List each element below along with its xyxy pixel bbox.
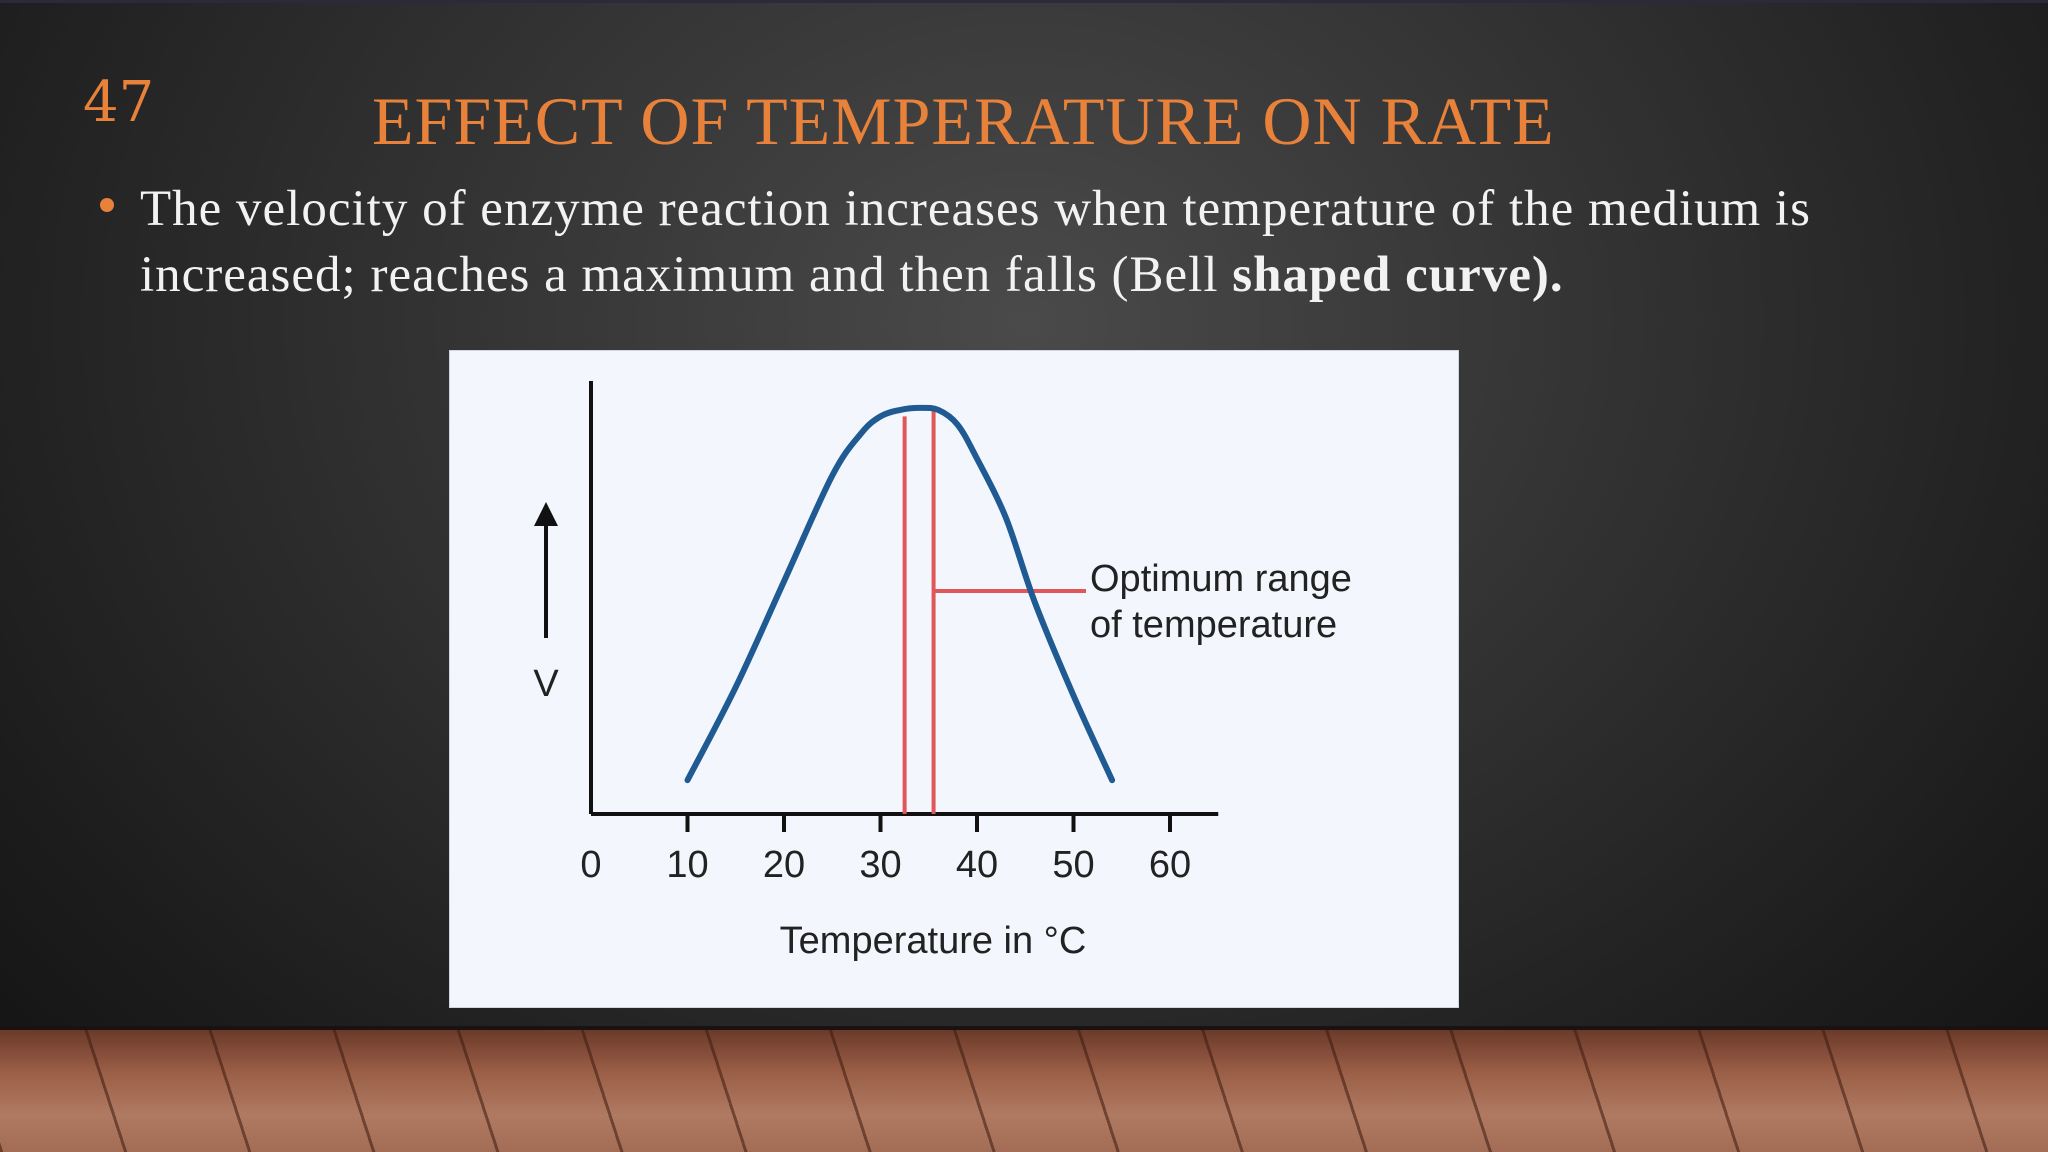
up-arrow-icon [534,502,558,526]
x-tick-label: 60 [1149,844,1191,886]
bullet-dot-icon [100,198,114,212]
bullet-text-bold: shaped curve). [1232,247,1564,303]
slide-title: EFFECT OF TEMPERATURE ON RATE [372,83,1555,159]
x-tick-labels: 0 10 20 30 40 50 60 [580,844,1191,886]
x-tick-label: 20 [763,844,805,886]
y-axis-label: V [533,663,559,705]
bullet-text-normal: The velocity of enzyme reaction increase… [140,181,1811,303]
x-ticks [685,814,1172,832]
bullet-text: The velocity of enzyme reaction increase… [140,176,2040,308]
wood-floor [0,1030,2048,1152]
slide-number: 47 [83,70,155,135]
x-tick-label: 30 [859,844,901,886]
x-tick-label: 0 [580,844,601,886]
x-axis-label: Temperature in °C [780,920,1087,962]
x-tick-label: 10 [666,844,708,886]
chart-figure: 0 10 20 30 40 50 60 V Optimum range of tempera… [449,350,1459,1008]
x-tick-label: 50 [1052,844,1094,886]
chart-svg: 0 10 20 30 40 50 60 V Optimum range of tempera… [533,381,1352,962]
annotation-line2: of temperature [1090,604,1337,646]
top-border [0,0,2048,3]
series-line [684,404,1116,784]
annotation-line1: Optimum range [1090,558,1352,600]
floor-edge [0,1026,2048,1032]
x-tick-label: 40 [956,844,998,886]
